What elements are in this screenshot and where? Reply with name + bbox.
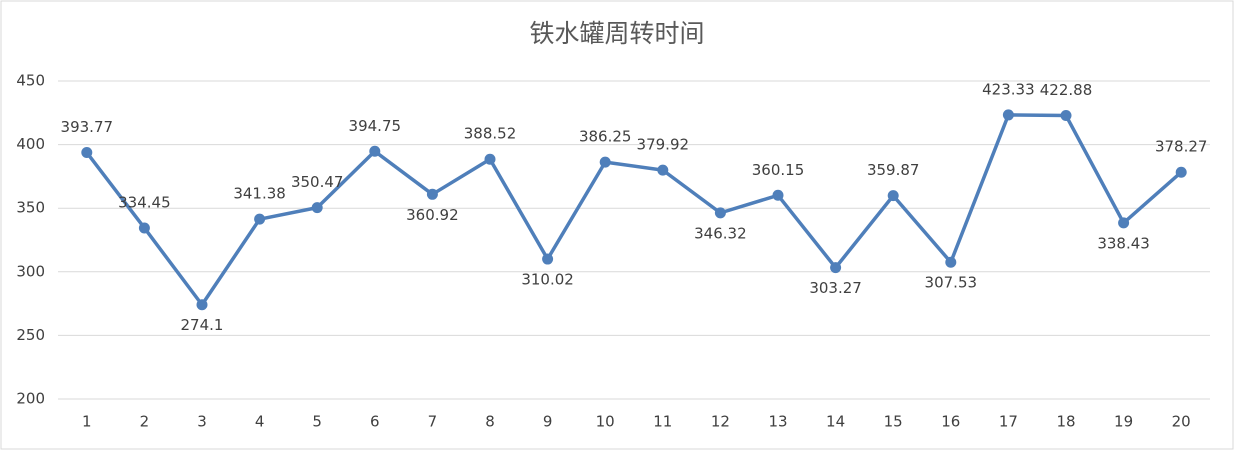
data-point — [1060, 109, 1072, 121]
data-line — [85, 113, 1183, 307]
data-label: 379.92 — [637, 136, 690, 154]
data-label: 394.75 — [349, 117, 402, 135]
data-label: 303.27 — [809, 279, 862, 297]
data-label: 341.38 — [233, 185, 286, 203]
x-tick-label: 13 — [768, 413, 787, 431]
x-tick-label: 3 — [197, 413, 207, 431]
x-tick-label: 9 — [543, 413, 553, 431]
x-tick-label: 7 — [428, 413, 438, 431]
y-tick-label: 300 — [16, 262, 45, 280]
y-tick-label: 200 — [16, 390, 45, 408]
data-point — [484, 153, 496, 165]
data-label: 423.33 — [982, 80, 1035, 98]
x-tick-label: 18 — [1056, 413, 1075, 431]
data-label: 334.45 — [118, 193, 171, 211]
data-point — [945, 256, 957, 268]
x-tick-label: 6 — [370, 413, 380, 431]
x-tick-label: 12 — [711, 413, 730, 431]
data-label: 307.53 — [925, 274, 978, 292]
data-point — [369, 145, 381, 157]
data-label: 378.27 — [1155, 138, 1208, 156]
data-label: 346.32 — [694, 224, 747, 242]
chart-title: 铁水罐周转时间 — [529, 19, 704, 48]
data-label: 338.43 — [1097, 234, 1150, 252]
data-point — [311, 202, 323, 214]
data-label: 350.47 — [291, 173, 344, 191]
x-tick-label: 1 — [82, 413, 92, 431]
data-label: 360.92 — [406, 206, 459, 224]
data-point — [1002, 109, 1014, 121]
data-point — [426, 188, 438, 200]
data-label: 422.88 — [1040, 81, 1093, 99]
x-tick-label: 20 — [1172, 413, 1191, 431]
data-point — [830, 262, 842, 274]
x-tick-label: 17 — [999, 413, 1018, 431]
x-tick-label: 10 — [596, 413, 615, 431]
y-tick-label: 450 — [16, 72, 45, 90]
data-point — [1175, 166, 1187, 178]
data-label: 388.52 — [464, 125, 517, 143]
y-tick-label: 400 — [16, 135, 45, 153]
data-label: 274.1 — [181, 316, 224, 334]
data-label: 360.15 — [752, 161, 805, 179]
data-point — [81, 147, 93, 159]
x-tick-label: 19 — [1114, 413, 1133, 431]
y-tick-label: 250 — [16, 326, 45, 344]
data-point — [887, 190, 899, 202]
y-tick-label: 350 — [16, 199, 45, 217]
data-point — [542, 253, 554, 265]
data-point — [599, 156, 611, 168]
data-point — [196, 299, 208, 311]
x-tick-label: 14 — [826, 413, 845, 431]
data-point — [1118, 217, 1130, 229]
data-label: 310.02 — [521, 271, 574, 289]
data-point — [254, 213, 266, 225]
data-point — [657, 164, 669, 176]
x-tick-label: 8 — [485, 413, 495, 431]
x-tick-label: 2 — [140, 413, 150, 431]
data-point — [138, 222, 150, 234]
x-tick-label: 4 — [255, 413, 265, 431]
data-point — [772, 189, 784, 201]
x-tick-label: 15 — [884, 413, 903, 431]
x-tick-label: 11 — [653, 413, 672, 431]
data-label: 359.87 — [867, 161, 920, 179]
data-label: 386.25 — [579, 128, 632, 146]
x-tick-label: 5 — [312, 413, 322, 431]
data-point — [714, 207, 726, 219]
x-tick-label: 16 — [941, 413, 960, 431]
data-label: 393.77 — [61, 118, 114, 136]
